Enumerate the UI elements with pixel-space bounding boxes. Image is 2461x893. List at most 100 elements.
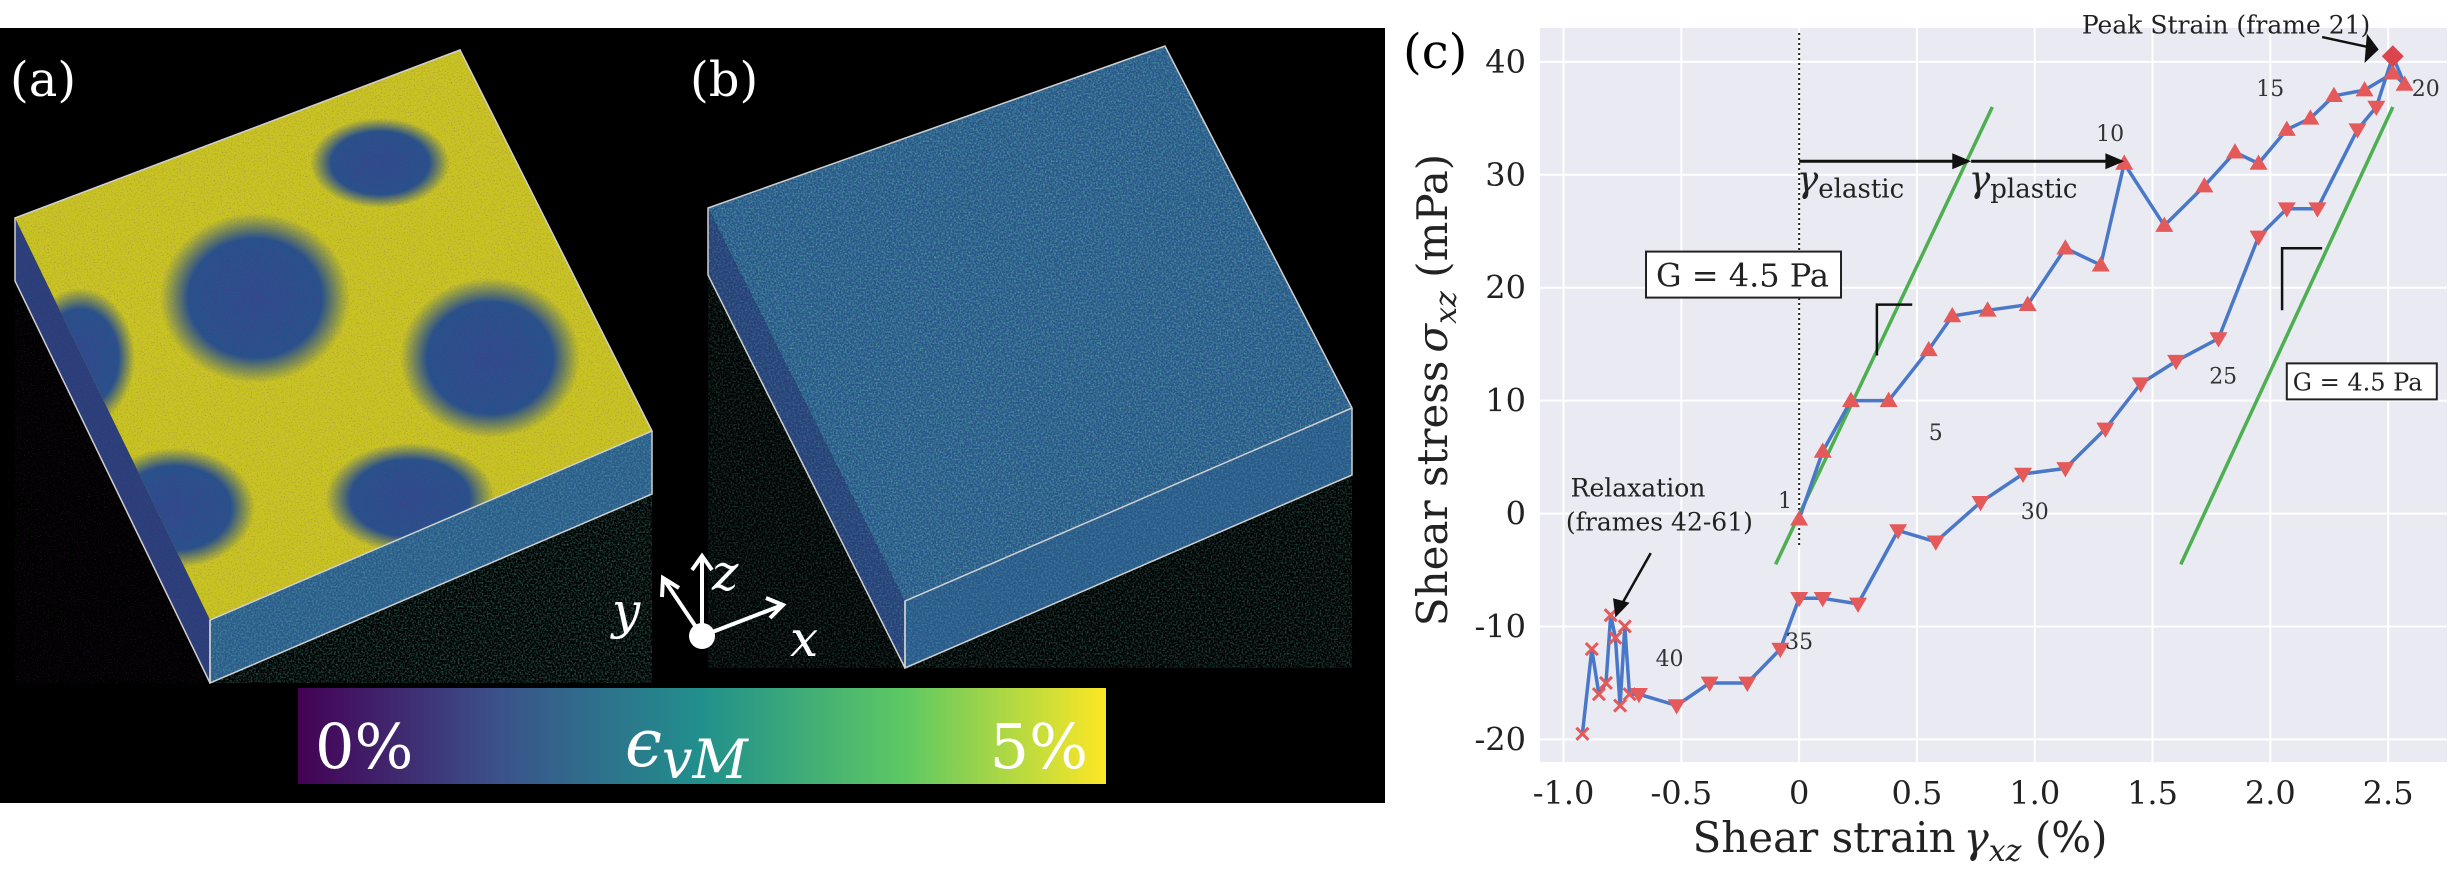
axes-glyph bbox=[660, 552, 787, 649]
frame-label: 30 bbox=[2021, 500, 2049, 525]
x-axis-arrow bbox=[701, 604, 781, 638]
frame-label: 5 bbox=[1929, 421, 1943, 446]
peak-arrow-shaft bbox=[2321, 35, 2375, 50]
loading-marker bbox=[1919, 340, 1938, 357]
relaxation-marker bbox=[1622, 687, 1637, 702]
panel-c-tag: (c) bbox=[1403, 24, 1467, 80]
unloading-marker bbox=[2209, 332, 2228, 348]
frame-label: 10 bbox=[2096, 122, 2124, 147]
relax-arrow-head bbox=[1613, 598, 1630, 618]
loading-marker bbox=[2383, 64, 2402, 80]
gamma-plastic-label: γplastic bbox=[1969, 160, 2078, 205]
loading-marker bbox=[2056, 239, 2075, 255]
cube-b bbox=[707, 45, 1354, 670]
stress-strain-chart: -1.0 -0.5 0 0.5 1.0 1.5 2.0 2.5 -20 -10 0 10 20 30 40… bbox=[1403, 11, 2447, 869]
x-tick-label: -0.5 bbox=[1650, 774, 1712, 812]
strain-field-panel: (a) (b) y z x 0% 5% ϵvM bbox=[0, 28, 1385, 803]
x-tick-label: -1.0 bbox=[1533, 774, 1595, 812]
unloading-marker bbox=[2249, 230, 2268, 246]
frame-label: 25 bbox=[2209, 365, 2237, 390]
unloading-marker bbox=[2277, 202, 2296, 218]
unloading-marker bbox=[2013, 467, 2032, 484]
loading-marker bbox=[2225, 143, 2244, 159]
unloading-marker bbox=[2367, 100, 2386, 117]
gamma-elastic-arrowhead bbox=[1952, 153, 1972, 170]
gamma-elastic-label: γelastic bbox=[1797, 160, 1904, 205]
peak-strain-annotation: Peak Strain (frame 21) bbox=[2082, 11, 2370, 40]
unloading-marker bbox=[2167, 354, 2186, 371]
relaxation-arrow bbox=[1613, 552, 1652, 618]
loading-marker bbox=[2155, 216, 2174, 232]
gamma-arrows bbox=[1799, 153, 2125, 170]
colorbar-gradient bbox=[298, 688, 1106, 784]
unloading-marker bbox=[1667, 699, 1686, 715]
loading-marker bbox=[2277, 120, 2296, 136]
x-tick-label: 2.5 bbox=[2363, 774, 2414, 812]
unloading-marker bbox=[1926, 535, 1945, 551]
unloading-marker bbox=[1700, 676, 1719, 692]
unloading-marker bbox=[2131, 377, 2150, 393]
data-markers bbox=[1575, 45, 2414, 741]
relax-arrow-shaft bbox=[1619, 552, 1652, 608]
unloading-marker bbox=[1771, 642, 1790, 659]
unloading-marker bbox=[1849, 597, 1868, 613]
modulus-box-2-label: G = 4.5 Pa bbox=[2293, 368, 2423, 396]
loading-marker bbox=[2091, 256, 2110, 272]
loading-marker bbox=[2324, 86, 2343, 103]
modulus-box-2: G = 4.5 Pa bbox=[2285, 362, 2438, 401]
y-tick-label: 0 bbox=[1506, 495, 1526, 533]
axis-label-y: y bbox=[610, 582, 641, 640]
modulus-box-1-label: G = 4.5 Pa bbox=[1656, 257, 1829, 295]
peak-strain-arrow bbox=[2321, 33, 2379, 64]
modulus-slope-line bbox=[2179, 106, 2395, 566]
slope-triangle bbox=[2280, 246, 2323, 311]
relaxation-marker bbox=[1617, 619, 1632, 634]
slope-triangle bbox=[1875, 303, 1913, 356]
frame-label: 1 bbox=[1778, 489, 1792, 514]
loading-marker bbox=[1978, 301, 1997, 317]
panel-a-tag: (a) bbox=[10, 52, 76, 108]
relaxation-marker bbox=[1575, 726, 1590, 741]
frame-label: 40 bbox=[1656, 647, 1684, 672]
unloading-marker bbox=[1790, 591, 1809, 608]
unloading-marker bbox=[1971, 495, 1990, 512]
loading-marker bbox=[2195, 177, 2214, 193]
loading-marker bbox=[2018, 295, 2037, 311]
strain-field-figure: (a) (b) y z x 0% 5% ϵvM bbox=[10, 45, 1354, 791]
origin-dot bbox=[689, 623, 715, 649]
colorbar-symbol: ϵvM bbox=[625, 705, 749, 791]
loading-marker bbox=[1879, 391, 1898, 407]
colorbar-min-label: 0% bbox=[315, 710, 413, 783]
x-axis-title: Shear strain γxz (%) bbox=[1692, 813, 2107, 869]
unloading-marker bbox=[1738, 676, 1757, 692]
relaxation-marker bbox=[1613, 698, 1628, 713]
gamma-plastic-arrowhead bbox=[2105, 153, 2125, 170]
frame-label: 35 bbox=[1785, 630, 1813, 655]
peak-marker bbox=[2381, 45, 2404, 68]
y-tick-label: 20 bbox=[1485, 269, 1526, 307]
axis-label-z: z bbox=[711, 544, 739, 602]
y-tick-label: -10 bbox=[1474, 607, 1526, 645]
unloading-marker bbox=[2096, 422, 2115, 438]
relaxation-marker bbox=[1584, 642, 1599, 657]
loading-marker bbox=[1790, 510, 1809, 526]
x-tick-label: 0.5 bbox=[1891, 774, 1942, 812]
axis-label-x: x bbox=[790, 610, 818, 668]
x-tick-label: 0 bbox=[1789, 774, 1809, 812]
colorbar: 0% 5% ϵvM bbox=[298, 688, 1106, 791]
y-tick-label: 10 bbox=[1485, 382, 1526, 420]
slope-triangles bbox=[1875, 246, 2323, 356]
x-tick-label: 1.5 bbox=[2127, 774, 2178, 812]
loading-marker bbox=[2115, 154, 2134, 170]
y-tick-label: -20 bbox=[1474, 720, 1526, 758]
y-axis-title: Shear stressσxz (mPa) bbox=[1408, 154, 1464, 626]
loading-marker bbox=[2301, 109, 2320, 125]
frame-label: 20 bbox=[2412, 77, 2440, 102]
y-tick-label: 30 bbox=[1485, 156, 1526, 194]
loading-marker bbox=[1841, 391, 1860, 407]
x-tick-label: 2.0 bbox=[2245, 774, 2296, 812]
x-tick-label: 1.0 bbox=[2009, 774, 2060, 812]
cube-a bbox=[14, 49, 654, 685]
unloading-marker bbox=[2308, 202, 2327, 218]
